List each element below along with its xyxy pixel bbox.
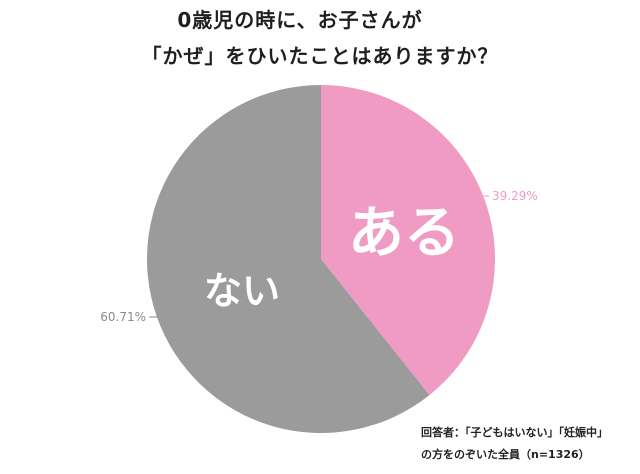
- slice-label-nai: ない: [204, 269, 280, 313]
- pie-slice-aru: [321, 85, 496, 396]
- chart-title-line-2: 「かぜ」をひいたことはありますか？: [141, 44, 499, 68]
- footnote-line-2: の方をのぞいた全員（n=1326）: [421, 448, 590, 461]
- chart-title-line-1: 0歳児の時に、お子さんが: [177, 8, 423, 32]
- pie-slice-nai: [147, 85, 430, 433]
- percent-label-nai: 60.71%: [100, 310, 146, 324]
- slice-label-aru: ある: [348, 201, 460, 266]
- percent-label-aru: 39.29%: [492, 189, 538, 203]
- footnote-line-1: 回答者：「子どもはいない」「妊娠中」: [421, 426, 608, 439]
